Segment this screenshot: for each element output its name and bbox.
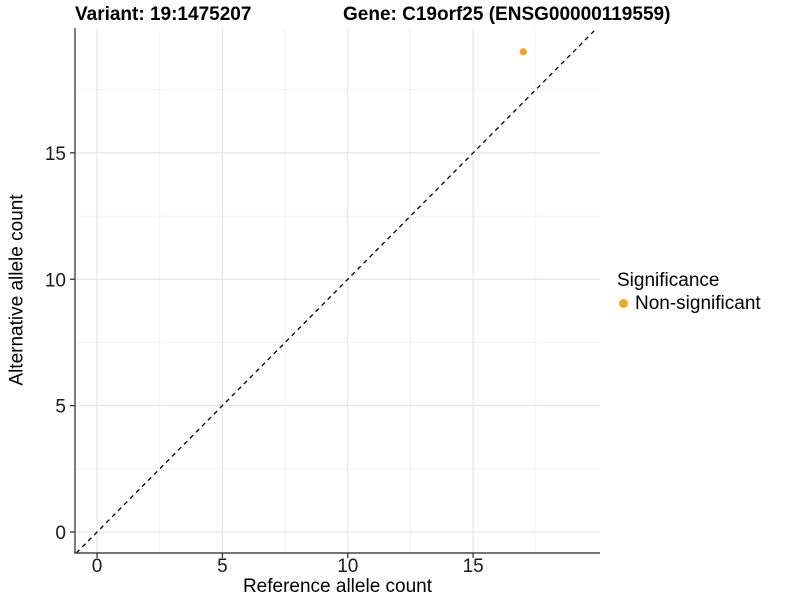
x-tick-label: 5 [217, 556, 228, 577]
legend-title: Significance [617, 270, 720, 291]
y-tick-label: 10 [45, 270, 66, 291]
identity-dashed-line [75, 27, 598, 554]
variant-title: Variant: 19:1475207 [75, 4, 252, 25]
data-point [519, 48, 527, 56]
y-axis-title: Alternative allele count [6, 194, 28, 386]
gene-title: Gene: C19orf25 (ENSG00000119559) [343, 4, 671, 25]
legend-item: Non-significant [617, 292, 761, 315]
legend-item-label: Non-significant [635, 292, 761, 314]
x-tick-label: 15 [463, 556, 484, 577]
y-tick-label: 15 [45, 144, 66, 165]
x-axis-title: Reference allele count [242, 576, 433, 597]
y-tick-label: 0 [55, 523, 66, 544]
y-tick-label: 5 [55, 397, 66, 418]
legend-point-icon [619, 299, 628, 308]
legend: Significance Non-significant [617, 269, 761, 315]
x-tick-label: 0 [92, 556, 103, 577]
x-tick-label: 10 [337, 556, 358, 577]
